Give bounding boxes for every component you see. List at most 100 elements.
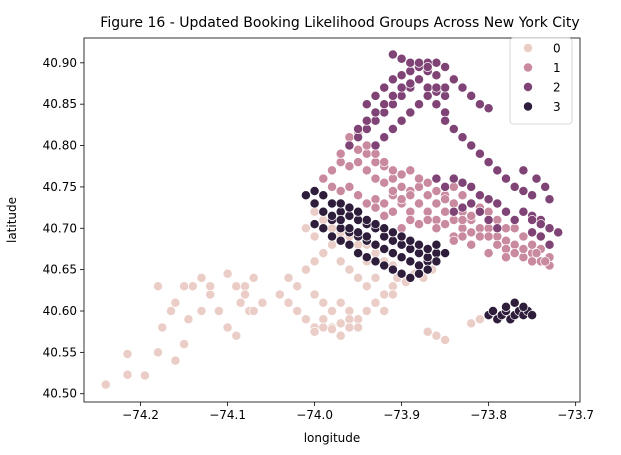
data-point bbox=[222, 268, 233, 279]
y-tick-label: 40.75 bbox=[43, 180, 77, 194]
data-point bbox=[370, 256, 381, 267]
data-point bbox=[361, 124, 372, 134]
data-point bbox=[440, 181, 451, 192]
data-point bbox=[396, 90, 407, 101]
data-point bbox=[353, 144, 364, 155]
data-point bbox=[509, 215, 520, 225]
legend: 0 1 2 3 bbox=[509, 37, 573, 125]
data-point bbox=[335, 215, 346, 225]
data-point bbox=[309, 206, 320, 217]
data-point bbox=[531, 248, 542, 259]
data-point bbox=[509, 181, 520, 192]
data-point bbox=[466, 140, 477, 151]
data-point bbox=[379, 244, 390, 254]
data-point bbox=[474, 231, 485, 242]
data-point bbox=[344, 132, 355, 143]
data-point bbox=[344, 322, 355, 333]
data-point bbox=[283, 272, 294, 283]
data-point bbox=[344, 314, 355, 325]
data-point bbox=[387, 248, 398, 259]
data-point bbox=[222, 322, 233, 333]
data-point bbox=[309, 289, 320, 300]
data-point bbox=[466, 239, 477, 250]
data-point bbox=[327, 198, 337, 209]
data-point bbox=[309, 219, 320, 230]
data-point bbox=[335, 256, 346, 267]
data-point bbox=[440, 82, 451, 93]
x-axis: −74.2 −74.1 −74.0 −73.9 −73.8 −73.7 bbox=[122, 402, 594, 422]
data-point bbox=[318, 322, 329, 333]
data-point bbox=[240, 289, 250, 300]
data-point bbox=[422, 90, 433, 101]
data-point bbox=[422, 190, 433, 201]
data-point bbox=[474, 99, 485, 110]
data-point bbox=[361, 215, 372, 225]
data-point bbox=[370, 115, 381, 126]
data-point bbox=[396, 70, 407, 81]
y-tick-label: 40.65 bbox=[43, 263, 77, 277]
data-point bbox=[509, 248, 520, 259]
data-point bbox=[501, 223, 511, 234]
data-point bbox=[405, 244, 416, 254]
legend-marker bbox=[523, 101, 533, 112]
data-point bbox=[509, 223, 520, 234]
data-point bbox=[248, 272, 259, 283]
data-point bbox=[379, 260, 390, 271]
data-point bbox=[448, 198, 459, 209]
data-point bbox=[335, 235, 346, 246]
data-point bbox=[370, 90, 381, 101]
data-point bbox=[431, 173, 442, 184]
data-point bbox=[448, 173, 459, 184]
data-point bbox=[440, 62, 451, 72]
data-point bbox=[501, 206, 511, 217]
data-point bbox=[396, 181, 407, 192]
data-point bbox=[422, 206, 433, 217]
data-point bbox=[396, 239, 407, 250]
data-point bbox=[170, 355, 181, 366]
data-point bbox=[488, 306, 498, 316]
data-point bbox=[327, 181, 337, 192]
data-point bbox=[440, 219, 451, 230]
data-point bbox=[405, 78, 416, 89]
data-point bbox=[448, 235, 459, 246]
data-point bbox=[440, 194, 451, 205]
data-point bbox=[153, 281, 163, 292]
data-point bbox=[309, 198, 320, 209]
legend-marker bbox=[523, 43, 533, 53]
chart-title: Figure 16 - Updated Booking Likelihood G… bbox=[100, 15, 579, 31]
data-point bbox=[309, 231, 320, 242]
data-point bbox=[139, 370, 150, 381]
data-point bbox=[353, 272, 364, 283]
data-point bbox=[466, 181, 477, 192]
data-point bbox=[396, 231, 407, 242]
data-point bbox=[509, 239, 520, 250]
data-point bbox=[370, 157, 381, 168]
data-point bbox=[431, 198, 442, 209]
data-point bbox=[353, 206, 364, 217]
data-point bbox=[353, 157, 364, 168]
data-point bbox=[379, 107, 390, 118]
data-point bbox=[414, 248, 424, 259]
data-point bbox=[431, 70, 442, 81]
data-point bbox=[501, 235, 511, 246]
data-point bbox=[396, 53, 407, 64]
data-point bbox=[440, 107, 451, 118]
data-point bbox=[327, 210, 337, 221]
data-point bbox=[396, 169, 407, 180]
data-point bbox=[387, 264, 398, 275]
data-point bbox=[492, 223, 503, 234]
data-point bbox=[335, 318, 346, 329]
series-3 bbox=[300, 186, 538, 325]
y-axis: 40.50 40.55 40.60 40.65 40.70 40.75 40.80 40.85… bbox=[43, 56, 84, 401]
data-point bbox=[170, 297, 181, 308]
points-layer bbox=[100, 49, 564, 390]
data-point bbox=[235, 297, 246, 308]
data-point bbox=[483, 248, 494, 259]
data-point bbox=[300, 190, 311, 201]
data-point bbox=[353, 215, 364, 225]
data-point bbox=[344, 210, 355, 221]
data-point bbox=[518, 165, 529, 176]
data-point bbox=[492, 231, 503, 242]
data-point bbox=[457, 215, 468, 225]
data-point bbox=[379, 99, 390, 110]
